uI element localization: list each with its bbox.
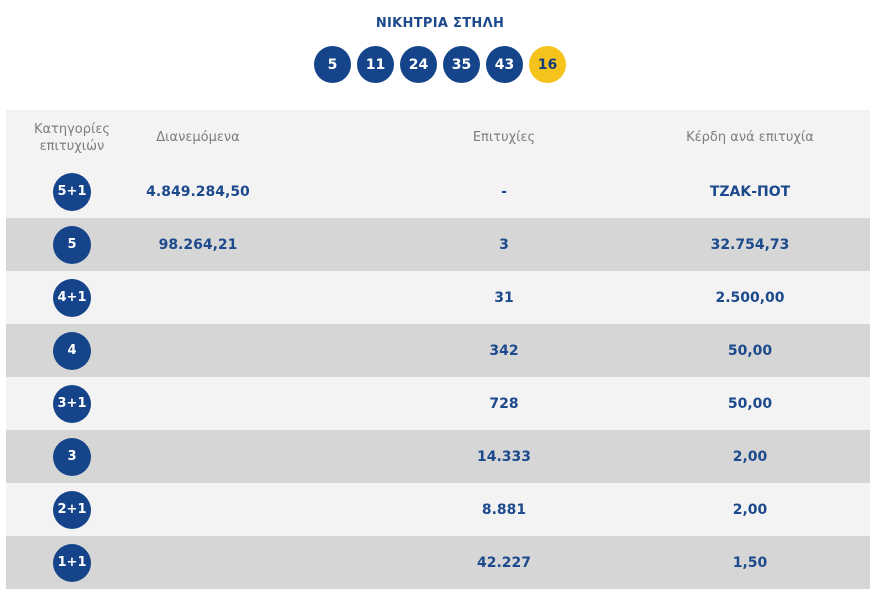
category-badge: 2+1 bbox=[53, 491, 91, 529]
category-badge: 3+1 bbox=[53, 385, 91, 423]
number-ball: 43 bbox=[486, 46, 523, 83]
table-row: 3+1 728 50,00 bbox=[6, 377, 870, 430]
category-badge: 5+1 bbox=[53, 173, 91, 211]
winners-value: 728 bbox=[378, 396, 630, 412]
winners-value: 14.333 bbox=[378, 449, 630, 465]
table-row: 4 342 50,00 bbox=[6, 324, 870, 377]
table-header: Κατηγορίες επιτυχιών Διανεμόμενα Επιτυχί… bbox=[6, 110, 870, 165]
winners-value: 3 bbox=[378, 237, 630, 253]
category-badge: 4 bbox=[53, 332, 91, 370]
winning-line-title: ΝΙΚΗΤΡΙΑ ΣΤΗΛΗ bbox=[0, 16, 880, 31]
table-row: 1+1 42.227 1,50 bbox=[6, 536, 870, 589]
distributed-value: 4.849.284,50 bbox=[138, 184, 258, 200]
bonus-ball: 16 bbox=[529, 46, 566, 83]
number-ball: 5 bbox=[314, 46, 351, 83]
number-ball: 11 bbox=[357, 46, 394, 83]
winning-numbers: 5 11 24 35 43 16 bbox=[0, 46, 880, 83]
winners-value: 42.227 bbox=[378, 555, 630, 571]
winners-value: 31 bbox=[378, 290, 630, 306]
prize-value: 2,00 bbox=[630, 449, 870, 465]
prize-value: 32.754,73 bbox=[630, 237, 870, 253]
category-badge: 4+1 bbox=[53, 279, 91, 317]
winners-value: 8.881 bbox=[378, 502, 630, 518]
distributed-value: 98.264,21 bbox=[138, 237, 258, 253]
table-row: 5+1 4.849.284,50 - ΤΖΑΚ-ΠΟΤ bbox=[6, 165, 870, 218]
prize-value: 1,50 bbox=[630, 555, 870, 571]
table-row: 5 98.264,21 3 32.754,73 bbox=[6, 218, 870, 271]
table-row: 4+1 31 2.500,00 bbox=[6, 271, 870, 324]
category-badge: 5 bbox=[53, 226, 91, 264]
prize-value: ΤΖΑΚ-ΠΟΤ bbox=[630, 184, 870, 200]
category-badge: 3 bbox=[53, 438, 91, 476]
header-prize: Κέρδη ανά επιτυχία bbox=[630, 130, 870, 145]
category-badge: 1+1 bbox=[53, 544, 91, 582]
prize-value: 50,00 bbox=[630, 343, 870, 359]
prize-value: 2.500,00 bbox=[630, 290, 870, 306]
header-category: Κατηγορίες επιτυχιών bbox=[6, 121, 138, 155]
table-row: 3 14.333 2,00 bbox=[6, 430, 870, 483]
header-category-line2: επιτυχιών bbox=[40, 139, 105, 154]
number-ball: 24 bbox=[400, 46, 437, 83]
prize-table: Κατηγορίες επιτυχιών Διανεμόμενα Επιτυχί… bbox=[6, 110, 870, 589]
header-distributed: Διανεμόμενα bbox=[138, 130, 258, 145]
header-winners: Επιτυχίες bbox=[378, 130, 630, 145]
winners-value: - bbox=[378, 184, 630, 200]
prize-value: 2,00 bbox=[630, 502, 870, 518]
header-category-line1: Κατηγορίες bbox=[34, 122, 110, 137]
winners-value: 342 bbox=[378, 343, 630, 359]
number-ball: 35 bbox=[443, 46, 480, 83]
prize-value: 50,00 bbox=[630, 396, 870, 412]
table-row: 2+1 8.881 2,00 bbox=[6, 483, 870, 536]
